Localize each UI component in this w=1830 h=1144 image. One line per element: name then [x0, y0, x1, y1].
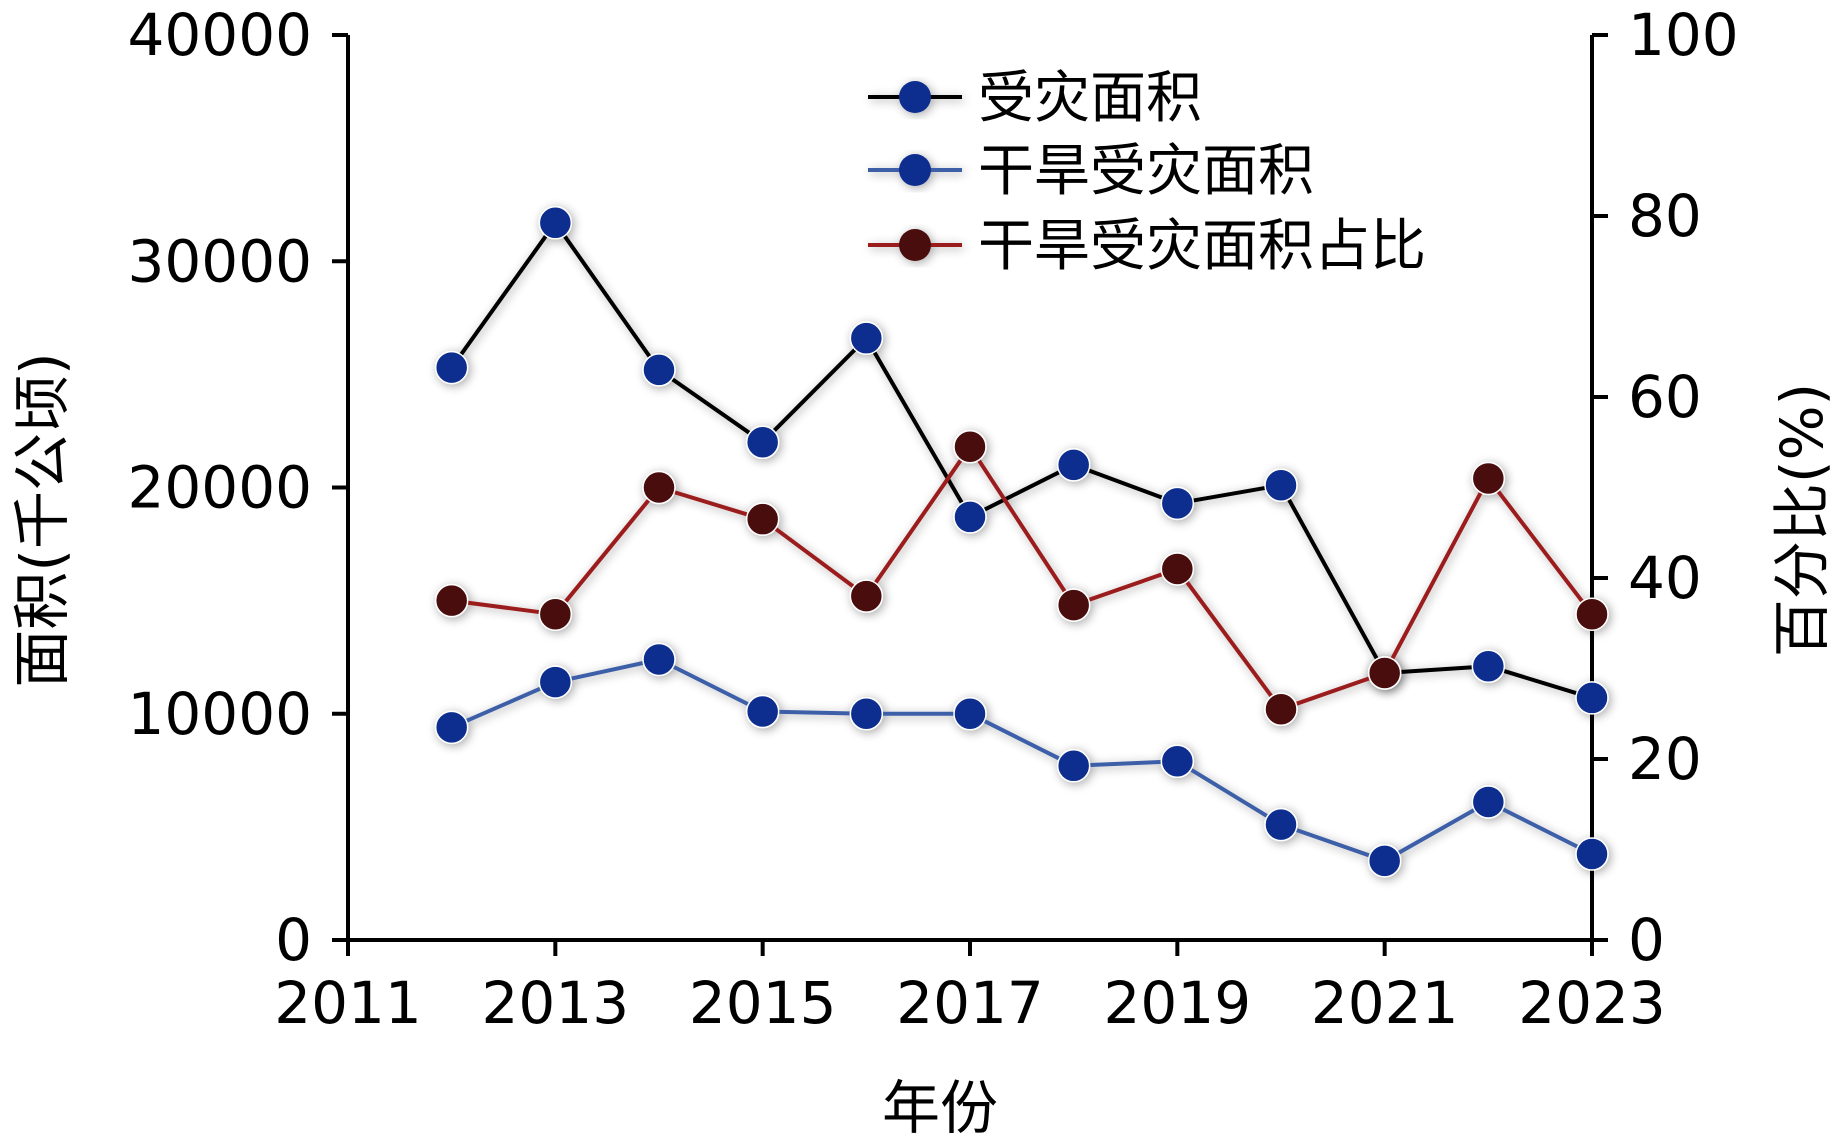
- data-point: [434, 710, 469, 745]
- x-tick-label: 2011: [274, 969, 422, 1037]
- data-point: [953, 430, 987, 464]
- x-tick-label: 2023: [1518, 969, 1666, 1037]
- y-axis-left-title: 面积(千公顷): [8, 352, 76, 687]
- data-point: [745, 502, 780, 536]
- y-tick-label-right: 60: [1628, 363, 1702, 431]
- data-point: [1575, 837, 1609, 871]
- data-point: [849, 697, 884, 731]
- y-tick-label-right: 80: [1628, 182, 1702, 250]
- data-point: [1160, 486, 1195, 521]
- data-point: [1367, 656, 1402, 690]
- data-point: [1575, 681, 1609, 715]
- x-tick-label: 2013: [482, 969, 630, 1037]
- data-point: [953, 697, 987, 731]
- data-point: [1575, 597, 1609, 631]
- data-point: [745, 425, 780, 459]
- legend-swatch-2: [868, 154, 962, 186]
- data-point: [1264, 807, 1298, 842]
- data-point: [1056, 749, 1091, 783]
- y-tick-label-left: 20000: [127, 454, 312, 522]
- axes: 2011 2013 2015 2017 2019 2021 2023010000200003…: [127, 1, 1738, 1037]
- data-point: [1264, 468, 1298, 502]
- data-point: [1471, 649, 1506, 683]
- x-tick-label: 2021: [1311, 969, 1459, 1037]
- series-2: [434, 642, 1609, 878]
- series-3: [434, 430, 1609, 726]
- series-1: [434, 206, 1609, 715]
- legend-swatch-1: [868, 81, 962, 113]
- series-line: [451, 444, 1594, 712]
- data-point: [1056, 448, 1091, 482]
- data-point: [538, 206, 573, 240]
- data-point: [434, 583, 469, 618]
- legend-label: 干旱受灾面积: [978, 139, 1314, 204]
- y-tick-label-right: 100: [1628, 1, 1739, 69]
- data-point: [538, 597, 573, 631]
- data-point: [849, 321, 884, 355]
- y-tick-label-right: 20: [1628, 725, 1702, 793]
- data-point: [1471, 785, 1506, 819]
- data-point: [538, 665, 573, 699]
- data-point: [434, 350, 469, 385]
- data-point: [642, 353, 676, 387]
- legend-marker: [899, 229, 931, 261]
- x-tick-label: 2017: [896, 969, 1044, 1037]
- x-tick-label: 2015: [689, 969, 837, 1037]
- y-tick-label-left: 30000: [127, 227, 312, 295]
- data-point: [1160, 744, 1195, 779]
- y-tick-label-right: 40: [1628, 544, 1702, 612]
- y-tick-label-left: 0: [275, 906, 312, 974]
- data-point: [1264, 692, 1298, 726]
- legend-marker: [899, 154, 931, 186]
- y-tick-label-right: 0: [1628, 906, 1665, 974]
- data-point: [1471, 461, 1506, 496]
- x-tick-label: 2019: [1104, 969, 1252, 1037]
- series-layer: [434, 206, 1609, 878]
- data-point: [953, 500, 987, 534]
- legend-label: 受灾面积: [978, 66, 1202, 131]
- y-tick-label-left: 40000: [127, 1, 312, 69]
- data-point: [745, 694, 780, 729]
- data-point: [1056, 588, 1091, 622]
- series-line: [450, 657, 1593, 863]
- legend-swatch-3: [868, 229, 962, 261]
- x-axis-title: 年份: [882, 1074, 998, 1140]
- data-point: [1160, 552, 1195, 586]
- axis-titles: 年份 面积(千公顷) 百分比(%): [8, 352, 1830, 1142]
- y-tick-label-left: 10000: [127, 680, 312, 748]
- y-axis-right-title: 百分比(%): [1768, 383, 1830, 657]
- data-point: [642, 642, 676, 677]
- data-point: [849, 579, 884, 613]
- legend-label: 干旱受灾面积占比: [978, 214, 1426, 279]
- data-point: [1367, 844, 1402, 878]
- series-line: [450, 220, 1593, 700]
- data-point: [642, 470, 676, 505]
- legend-marker: [899, 81, 931, 113]
